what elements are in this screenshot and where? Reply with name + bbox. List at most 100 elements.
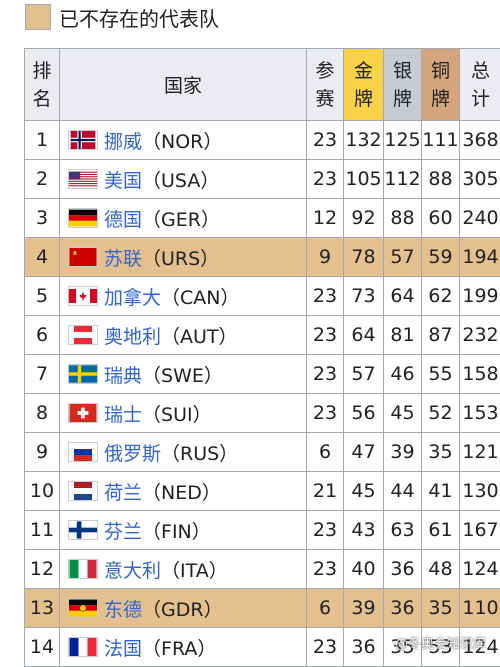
games-cell: 23 [307,277,344,316]
nation-cell: 加拿大（CAN） [60,277,307,316]
nation-link[interactable]: 意大利 [104,560,161,582]
bronze-header[interactable]: 铜牌 [422,49,460,121]
silver-header[interactable]: 银牌 [384,49,422,121]
games-cell: 6 [307,589,344,628]
games-cell: 23 [307,121,344,160]
nation-cell: 瑞士（SUI） [60,394,307,433]
nation-code: （AUT） [161,326,238,348]
total-cell: 194 [460,238,500,277]
nation-link[interactable]: 法国 [104,638,142,660]
bronze-cell: 52 [422,394,460,433]
nation-code: （GDR） [142,599,223,621]
canada-flag-icon[interactable] [68,286,98,306]
nation-link[interactable]: 美国 [104,170,142,192]
silver-cell: 39 [384,433,422,472]
nation-link[interactable]: 苏联 [104,248,142,270]
rank-cell: 5 [25,277,60,316]
nation-link[interactable]: 挪威 [104,131,142,153]
games-cell: 23 [307,355,344,394]
total-header[interactable]: 总计 [460,49,500,121]
nation-cell: 芬兰（FIN） [60,511,307,550]
watermark: @冬奥会知识库 [395,633,486,652]
rank-header[interactable]: 排名 [25,49,60,121]
nation-code: （NED） [142,482,221,504]
header-row: 排名 国家 参赛 金牌 银牌 铜牌 总计 [25,49,500,121]
gold-cell: 45 [344,472,384,511]
nation-cell: 东德（GDR） [60,589,307,628]
nation-link[interactable]: 奥地利 [104,326,161,348]
games-cell: 23 [307,511,344,550]
gold-cell: 64 [344,316,384,355]
rank-cell: 9 [25,433,60,472]
gold-header[interactable]: 金牌 [344,49,384,121]
nation-cell: 挪威（NOR） [60,121,307,160]
nation-link[interactable]: 加拿大 [104,287,161,309]
nation-link[interactable]: 德国 [104,209,142,231]
total-cell: 167 [460,511,500,550]
switzerland-flag-icon[interactable] [68,403,98,423]
sweden-flag-icon[interactable] [68,364,98,384]
nation-link[interactable]: 芬兰 [104,521,142,543]
nation-link[interactable]: 东德 [104,599,142,621]
finland-flag-icon[interactable] [68,520,98,540]
nation-code: （SUI） [142,404,212,426]
silver-cell: 36 [384,550,422,589]
nation-link[interactable]: 荷兰 [104,482,142,504]
ussr-flag-icon[interactable] [68,247,98,267]
games-cell: 23 [307,550,344,589]
bronze-cell: 41 [422,472,460,511]
rank-cell: 1 [25,121,60,160]
gold-cell: 43 [344,511,384,550]
italy-flag-icon[interactable] [68,559,98,579]
nation-code: （NOR） [142,131,222,153]
nation-link[interactable]: 瑞士 [104,404,142,426]
netherlands-flag-icon[interactable] [68,481,98,501]
nation-cell: 美国（USA） [60,160,307,199]
france-flag-icon[interactable] [68,637,98,657]
games-cell: 23 [307,628,344,667]
norway-flag-icon[interactable] [68,130,98,150]
silver-cell: 46 [384,355,422,394]
rank-cell: 8 [25,394,60,433]
games-cell: 23 [307,160,344,199]
nation-header[interactable]: 国家 [60,49,307,121]
rank-cell: 10 [25,472,60,511]
gold-cell: 36 [344,628,384,667]
silver-cell: 125 [384,121,422,160]
total-cell: 240 [460,199,500,238]
germany-flag-icon[interactable] [68,208,98,228]
silver-cell: 45 [384,394,422,433]
silver-cell: 64 [384,277,422,316]
games-cell: 9 [307,238,344,277]
defunct-team-swatch [25,4,51,30]
east-germany-flag-icon[interactable] [68,598,98,618]
nation-link[interactable]: 俄罗斯 [104,443,161,465]
total-cell: 305 [460,160,500,199]
nation-cell: 荷兰（NED） [60,472,307,511]
total-cell: 158 [460,355,500,394]
nation-link[interactable]: 瑞典 [104,365,142,387]
gold-cell: 132 [344,121,384,160]
total-cell: 368 [460,121,500,160]
total-cell: 153 [460,394,500,433]
rank-cell: 2 [25,160,60,199]
nation-code: （SWE） [142,365,223,387]
nation-code: （ITA） [161,560,228,582]
nation-code: （RUS） [161,443,238,465]
rank-cell: 11 [25,511,60,550]
games-header[interactable]: 参赛 [307,49,344,121]
usa-flag-icon[interactable] [68,169,98,189]
russia-flag-icon[interactable] [68,442,98,462]
bronze-cell: 60 [422,199,460,238]
total-cell: 110 [460,589,500,628]
bronze-cell: 59 [422,238,460,277]
austria-flag-icon[interactable] [68,325,98,345]
